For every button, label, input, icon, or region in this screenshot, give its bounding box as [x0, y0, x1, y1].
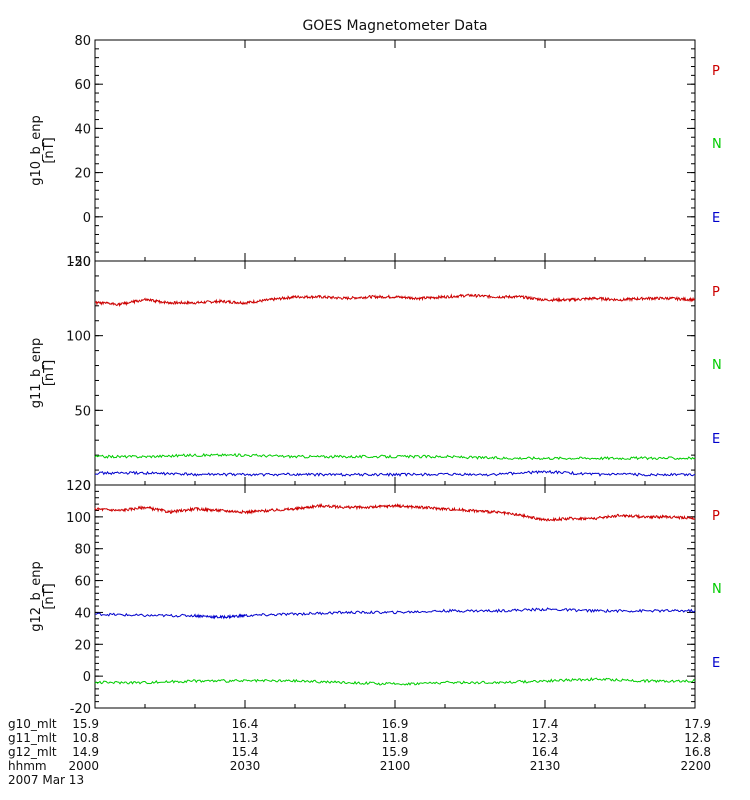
x-tick-label: 2200: [680, 759, 711, 773]
aux-row-value: 10.8: [72, 731, 99, 745]
x-tick-label: 2100: [380, 759, 411, 773]
y-tick-label: 0: [83, 211, 91, 226]
x-tick-label: 2130: [530, 759, 561, 773]
y-axis-label: g12_b_enp: [29, 561, 44, 632]
x-tick-label: 2030: [230, 759, 261, 773]
y-tick-label: 0: [83, 479, 91, 494]
panel-3: -20 0 20 40 60 80 100 120 g12_b_enp[nT] P N E: [29, 479, 722, 717]
y-tick-label: 40: [74, 606, 91, 621]
aux-row-name: g11_mlt: [8, 731, 57, 745]
aux-row-value: 17.4: [532, 717, 559, 731]
panel-frame: [94, 39, 696, 262]
aux-row-name: g12_mlt: [8, 745, 57, 759]
y-tick-label: 80: [74, 34, 91, 49]
aux-row-value: 16.9: [382, 717, 409, 731]
legend-label-p: P: [712, 509, 720, 524]
y-tick-label: 60: [74, 78, 91, 93]
series-line-e: [94, 469, 696, 477]
y-tick-label: 100: [66, 511, 91, 526]
y-tick-label: -20: [70, 702, 91, 717]
legend-label-n: N: [712, 582, 722, 597]
series-line-n: [94, 452, 696, 461]
y-axis-label: g10_b_enp: [29, 115, 44, 186]
y-tick-label: -20: [70, 255, 91, 270]
series-line-p: [94, 503, 696, 522]
series-line-n: [94, 607, 696, 620]
legend-label-n: N: [712, 137, 722, 152]
panel-2: 0 50 100 150 g11_b_enp[nT] P N E: [29, 255, 722, 494]
aux-row-value: 15.9: [72, 717, 99, 731]
series-line-e: [94, 677, 696, 686]
y-tick-label: 20: [74, 167, 91, 182]
date-label: 2007 Mar 13: [8, 773, 84, 787]
x-tick-label: 2000: [68, 759, 99, 773]
panel-frame: [94, 260, 696, 486]
legend-label-e: E: [712, 432, 720, 447]
panels-layer: -20020406080g10_b_enp[nT]PNE050100150g11…: [29, 34, 722, 717]
aux-row-value: 12.8: [684, 731, 711, 745]
aux-row-value: 16.4: [232, 717, 259, 731]
aux-row-value: 11.8: [382, 731, 409, 745]
time-axis-table: g10_mlt 15.9 16.4 16.9 17.4 17.9 g11_mlt 10.8 11…: [8, 717, 711, 787]
aux-row-name: g10_mlt: [8, 717, 57, 731]
y-tick-label: 0: [83, 670, 91, 685]
aux-row-value: 12.3: [532, 731, 559, 745]
y-axis-unit: [nT]: [42, 360, 57, 386]
y-tick-label: 60: [74, 575, 91, 590]
y-axis-unit: [nT]: [42, 137, 57, 163]
aux-row-value: 16.8: [684, 745, 711, 759]
y-tick-label: 100: [66, 330, 91, 345]
y-axis-label: g11_b_enp: [29, 338, 44, 409]
legend-label-e: E: [712, 211, 720, 226]
panel-1: -20 0 20 40 60 80 g10_b_enp[nT] P N E: [29, 34, 722, 270]
y-axis-unit: [nT]: [42, 583, 57, 609]
legend-label-n: N: [712, 358, 722, 373]
legend-label-p: P: [712, 285, 720, 300]
aux-row-value: 17.9: [684, 717, 711, 731]
panel-frame: [94, 484, 696, 709]
legend-label-e: E: [712, 656, 720, 671]
y-tick-label: 50: [74, 404, 91, 419]
aux-row-value: 11.3: [232, 731, 259, 745]
x-axis-name: hhmm: [8, 759, 47, 773]
y-tick-label: 40: [74, 122, 91, 137]
y-tick-label: 20: [74, 638, 91, 653]
legend-label-p: P: [712, 64, 720, 79]
series-line-p: [94, 293, 696, 308]
y-tick-label: 120: [66, 479, 91, 494]
aux-row-value: 15.9: [382, 745, 409, 759]
aux-row-value: 16.4: [532, 745, 559, 759]
y-tick-label: 80: [74, 543, 91, 558]
aux-row-value: 15.4: [232, 745, 259, 759]
chart-title: GOES Magnetometer Data: [302, 18, 487, 34]
y-tick-label: 150: [66, 255, 91, 270]
aux-row-value: 14.9: [72, 745, 99, 759]
